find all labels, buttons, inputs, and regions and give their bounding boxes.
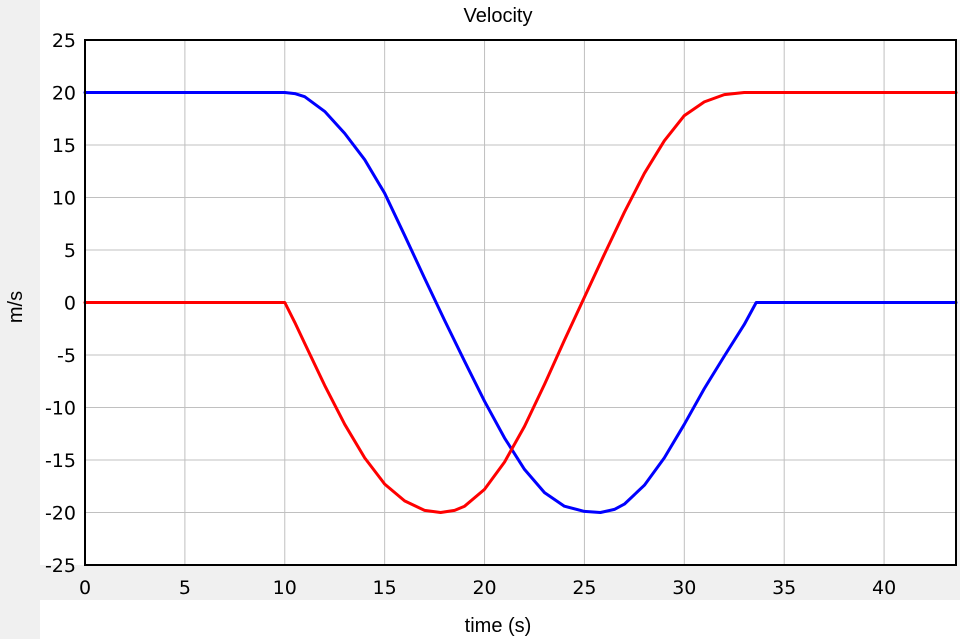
x-tick-label: 10 <box>273 577 297 599</box>
y-tick-label: -5 <box>57 345 76 367</box>
y-tick-label: 5 <box>64 240 76 262</box>
y-tick-label: 15 <box>52 135 76 157</box>
y-tick-label: 20 <box>52 83 76 105</box>
x-tick-label: 30 <box>672 577 696 599</box>
x-tick-label: 40 <box>872 577 896 599</box>
y-tick-label: 10 <box>52 188 76 210</box>
x-tick-label: 35 <box>772 577 796 599</box>
y-tick-label: -15 <box>45 450 76 472</box>
y-tick-label: -20 <box>45 503 76 525</box>
y-tick-label: 0 <box>64 293 76 315</box>
x-axis-label: time (s) <box>465 615 532 637</box>
x-tick-label: 0 <box>79 577 91 599</box>
y-axis-label: m/s <box>5 291 27 323</box>
y-tick-label: -10 <box>45 398 76 420</box>
y-tick-label: -25 <box>45 555 76 577</box>
y-tick-label: 25 <box>52 30 76 52</box>
x-tick-label: 25 <box>572 577 596 599</box>
x-tick-label: 5 <box>179 577 191 599</box>
x-tick-label: 20 <box>472 577 496 599</box>
chart-title: Velocity <box>464 5 533 27</box>
x-tick-label: 15 <box>373 577 397 599</box>
